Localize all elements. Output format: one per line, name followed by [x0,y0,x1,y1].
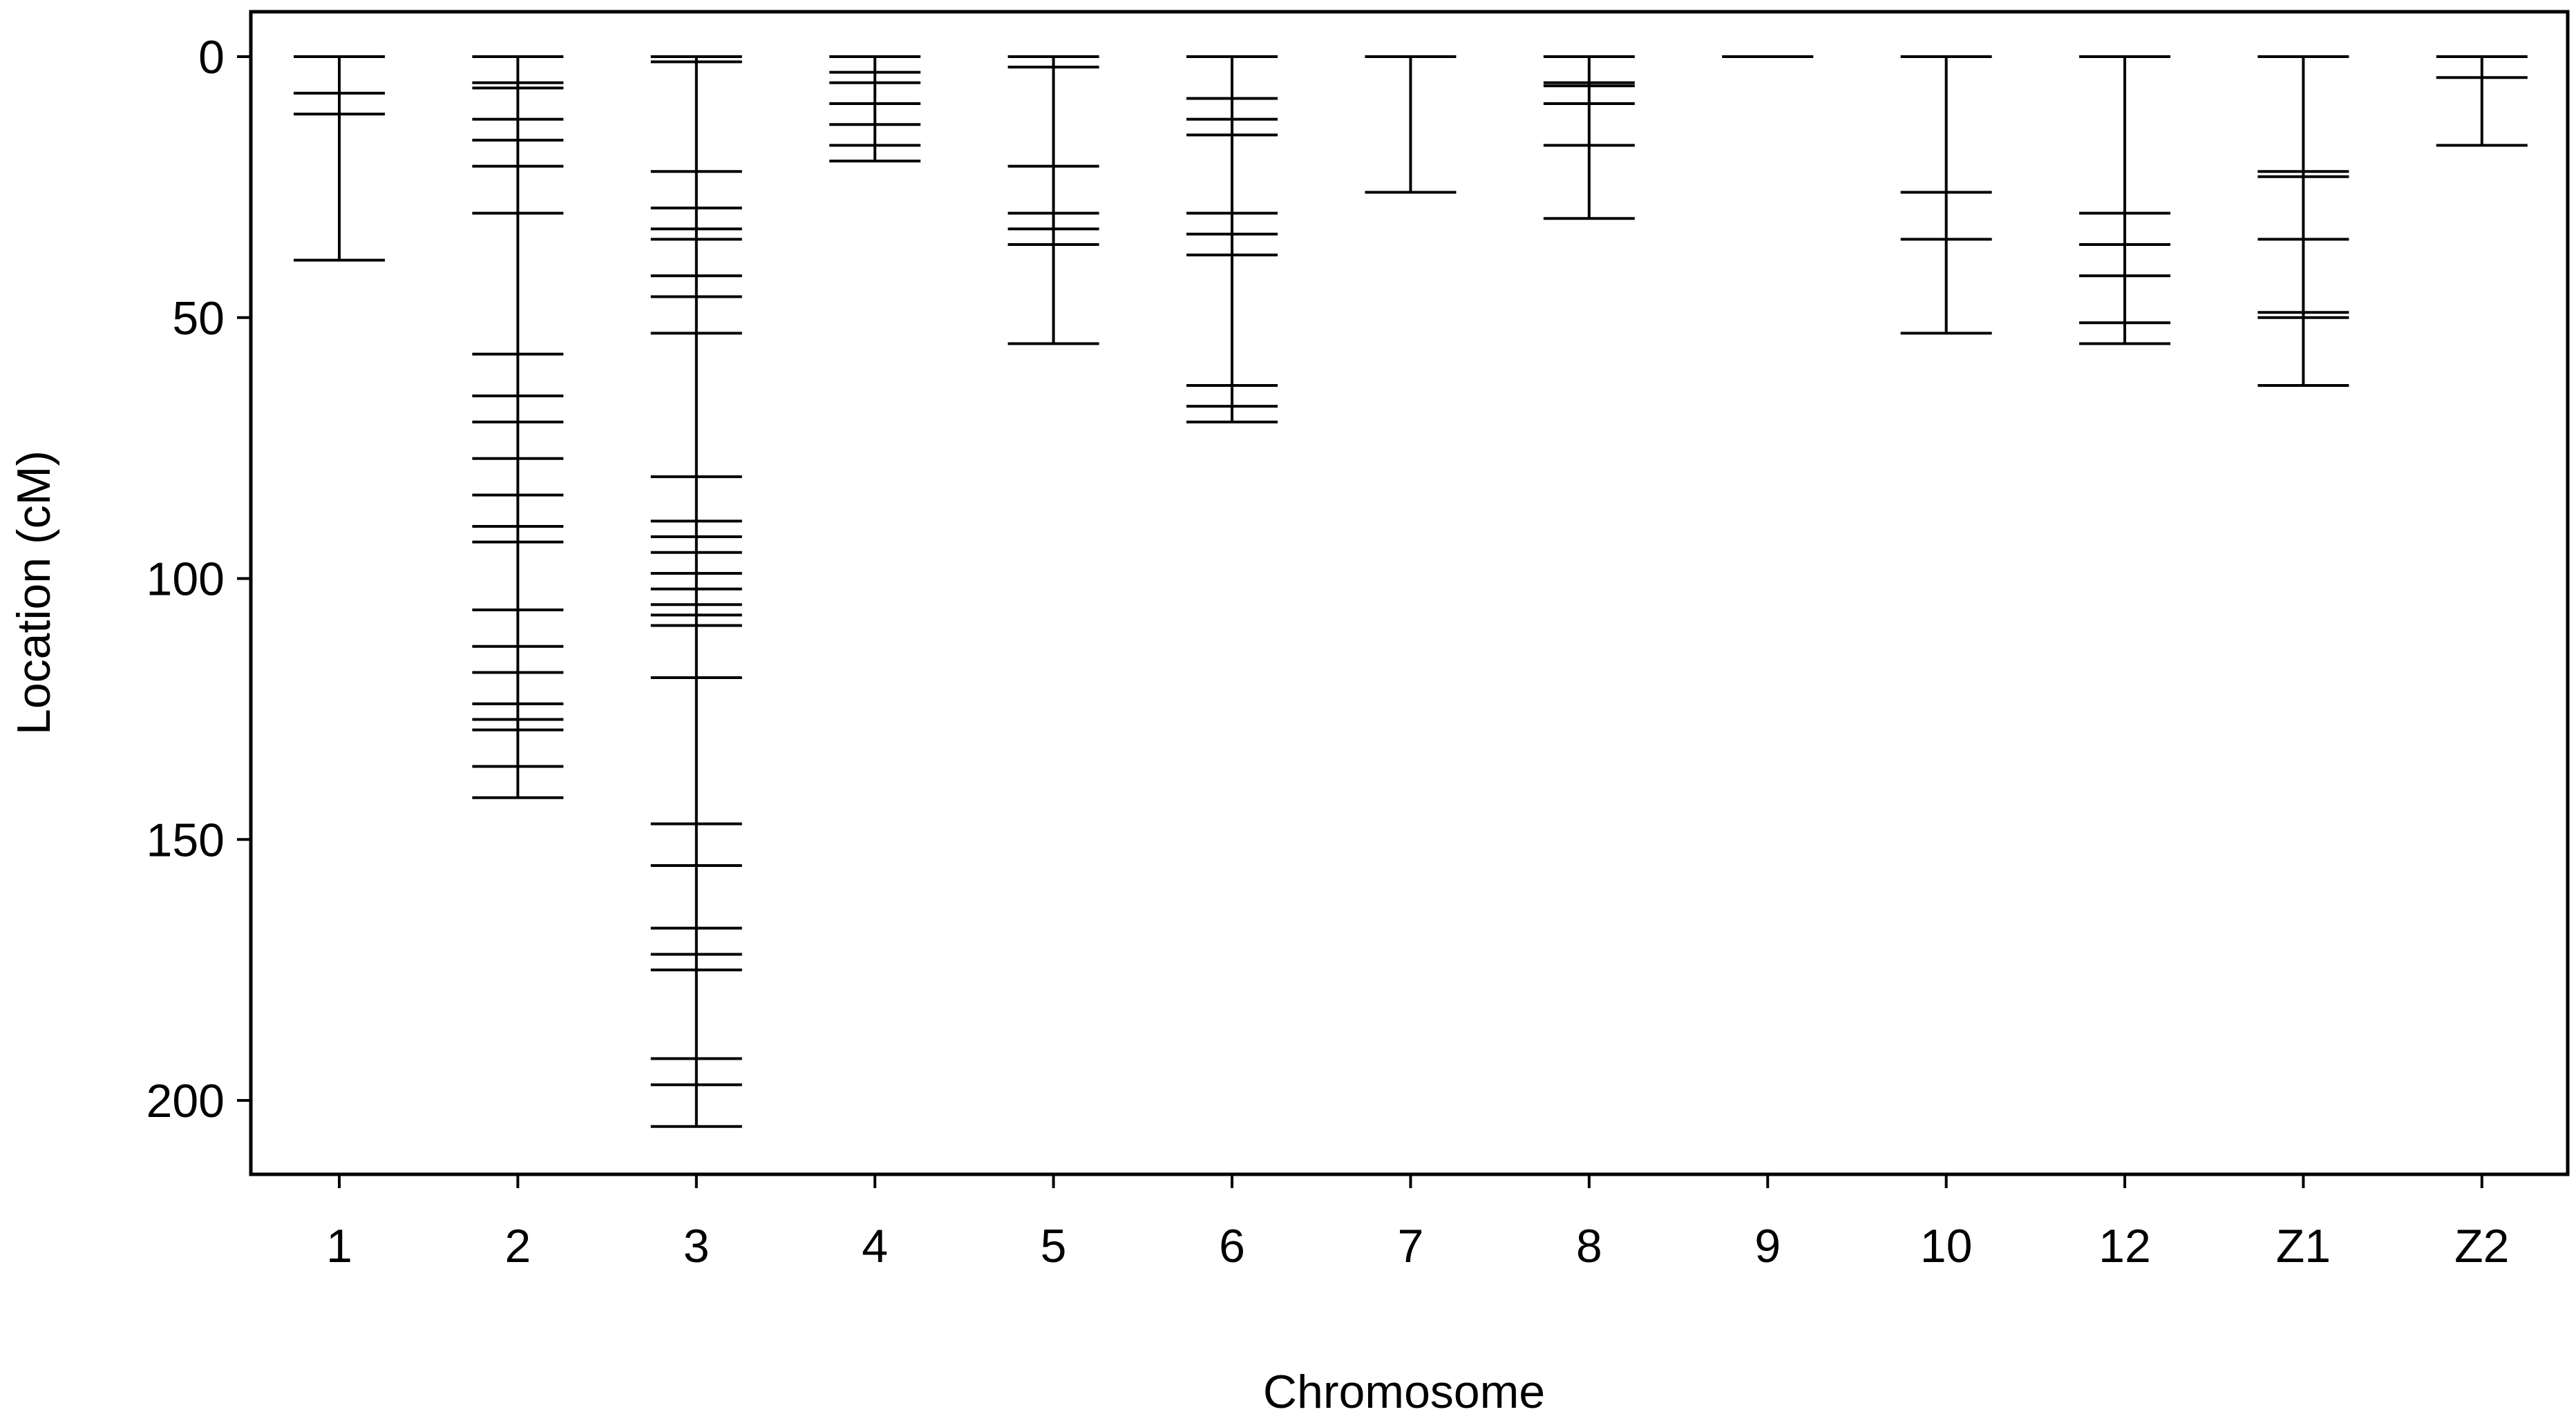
x-tick-label: 5 [1041,1220,1067,1272]
x-axis: 1 2 3 4 5 6 7 8 9 10 12 Z1 Z2 [326,1174,2509,1272]
x-axis-label: Chromosome [1263,1366,1545,1418]
y-tick-label: 100 [146,553,225,606]
x-tick-label: 7 [1397,1220,1423,1272]
chromosome-Z2 [2436,55,2528,147]
y-axis: 0 50 100 150 200 [146,31,251,1127]
x-tick-label: 10 [1920,1220,1973,1272]
y-tick-label: 200 [146,1075,225,1127]
x-tick-label: 8 [1576,1220,1602,1272]
chromosome-1 [294,55,385,262]
x-tick-label: 4 [862,1220,888,1272]
x-tick-label: 2 [504,1220,531,1272]
x-tick-label: Z2 [2454,1220,2509,1272]
y-tick-label: 50 [172,292,225,345]
plot-marks [294,55,2528,1128]
x-tick-label: 3 [683,1220,710,1272]
chromosome-5 [1007,55,1099,345]
chromosome-8 [1543,55,1635,220]
chromosome-10 [1900,55,1992,335]
x-tick-label: 12 [2099,1220,2151,1272]
chromosome-6 [1186,55,1278,423]
chromosome-4 [829,55,921,163]
x-tick-label: Z1 [2276,1220,2331,1272]
x-tick-label: 9 [1754,1220,1781,1272]
y-tick-label: 150 [146,814,225,866]
y-axis-label: Location (cM) [8,450,60,735]
chromosome-Z1 [2257,55,2349,387]
chromosome-2 [472,55,564,799]
x-tick-label: 6 [1219,1220,1245,1272]
chromosome-7 [1365,55,1457,194]
x-tick-label: 1 [326,1220,352,1272]
y-tick-label: 0 [198,31,225,84]
chromosome-3 [650,55,742,1128]
chromosome-12 [2079,55,2170,345]
